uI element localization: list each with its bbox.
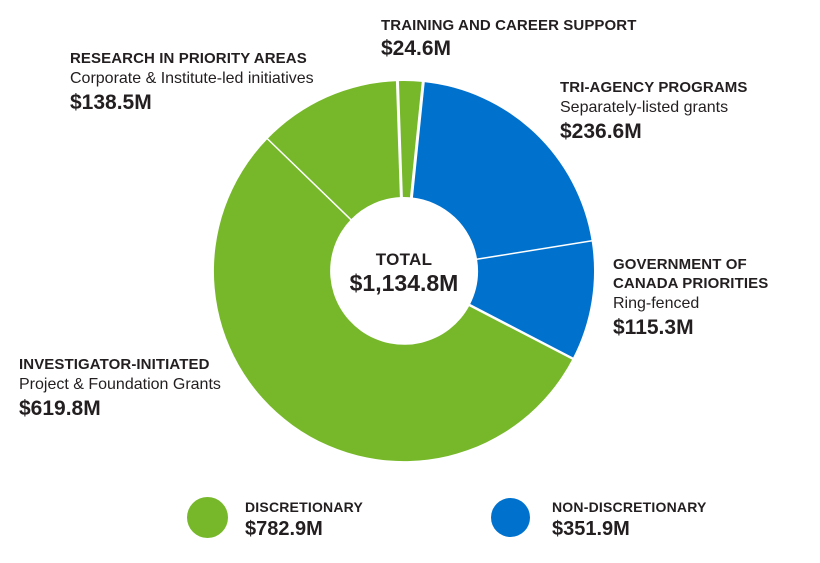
donut-segment-tri_agency: [411, 82, 592, 260]
donut-segment-training: [397, 80, 424, 198]
legend-amount: $782.9M: [245, 518, 323, 540]
segment-amount: $115.3M: [613, 316, 694, 339]
legend-label: NON-DISCRETIONARY: [552, 499, 707, 515]
segment-label-investigator: INVESTIGATOR-INITIATED Project & Foundat…: [19, 355, 221, 422]
segment-title: TRI-AGENCY PROGRAMS: [560, 79, 748, 96]
segment-title: RESEARCH IN PRIORITY AREAS: [70, 50, 307, 67]
segment-amount: $236.6M: [560, 120, 642, 143]
segment-divider: [409, 81, 425, 199]
donut-segment-gov_canada: [469, 240, 595, 359]
segment-title: GOVERNMENT OF CANADA PRIORITIES: [613, 256, 769, 292]
segment-divider: [266, 137, 352, 221]
segment-label-research: RESEARCH IN PRIORITY AREAS Corporate & I…: [70, 49, 314, 116]
segment-title: INVESTIGATOR-INITIATED: [19, 356, 210, 373]
segment-label-training: TRAINING AND CAREER SUPPORT $24.6M: [381, 16, 637, 62]
segment-divider: [395, 80, 403, 198]
donut-segment-research: [267, 81, 402, 220]
legend-dot-non-discretionary: [491, 498, 530, 537]
segment-title: TRAINING AND CAREER SUPPORT: [381, 17, 637, 34]
segment-sublabel: Project & Foundation Grants: [19, 376, 221, 393]
segment-label-tri-agency: TRI-AGENCY PROGRAMS Separately-listed gr…: [560, 78, 747, 145]
legend-label: DISCRETIONARY: [245, 499, 363, 515]
donut-segment-investigator: [213, 138, 573, 462]
legend-dot-discretionary: [187, 497, 228, 538]
segment-amount: $138.5M: [70, 91, 152, 114]
total-amount: $1,134.8M: [349, 270, 459, 296]
total-label: TOTAL: [375, 250, 433, 269]
segment-sublabel: Separately-listed grants: [560, 99, 729, 116]
segment-divider: [468, 303, 574, 360]
segment-sublabel: Ring-fenced: [613, 295, 700, 312]
segment-amount: $619.8M: [19, 397, 101, 420]
legend-item-discretionary: DISCRETIONARY $782.9M: [245, 498, 363, 542]
segment-divider: [476, 239, 593, 261]
segment-amount: $24.6M: [381, 37, 452, 60]
legend-item-non-discretionary: NON-DISCRETIONARY $351.9M: [552, 498, 707, 542]
segment-sublabel: Corporate & Institute-led initiatives: [70, 70, 314, 87]
segment-label-gov-canada: GOVERNMENT OF CANADA PRIORITIES Ring-fen…: [613, 255, 778, 341]
chart-total: TOTAL $1,134.8M: [304, 249, 504, 297]
legend-amount: $351.9M: [552, 518, 630, 540]
